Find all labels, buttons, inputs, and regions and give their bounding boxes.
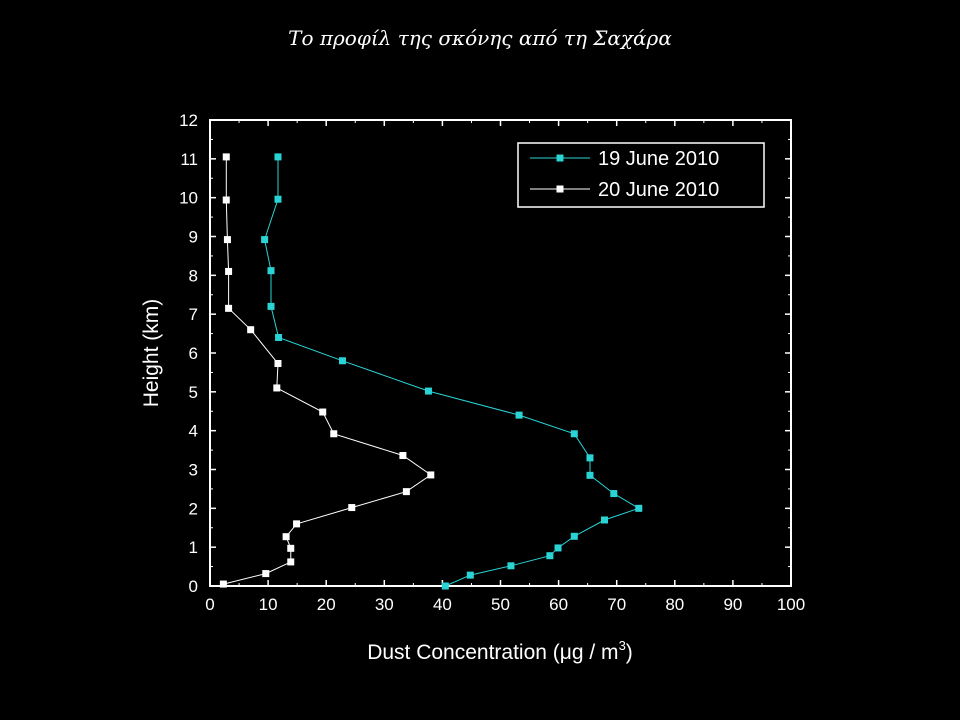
data-point	[600, 516, 608, 524]
x-tick-label: 30	[375, 595, 394, 614]
x-axis-title-superscript: 3	[619, 638, 626, 653]
data-point	[570, 430, 578, 438]
x-tick-label: 100	[777, 595, 805, 614]
y-axis-title: Height (km)	[140, 299, 163, 408]
data-point	[586, 471, 594, 479]
data-point	[546, 552, 554, 560]
y-tick-label: 9	[189, 228, 198, 247]
slide-title: Το προφίλ της σκόνης από τη Σαχάρα	[288, 26, 672, 50]
data-point	[219, 580, 227, 588]
data-point	[293, 520, 301, 528]
data-point	[275, 333, 283, 341]
data-point	[282, 533, 290, 541]
y-tick-label: 7	[189, 305, 198, 324]
y-tick-label: 5	[189, 383, 198, 402]
x-axis-title-main: Dust Concentration (μg / m	[367, 641, 618, 664]
series-layer	[219, 153, 643, 590]
x-axis-ticks: 0 10 20 30 40 50 60 70 80 90 100	[205, 120, 805, 614]
x-tick-label: 0	[205, 595, 214, 614]
legend-marker	[556, 154, 564, 162]
x-tick-label: 90	[723, 595, 742, 614]
data-point	[338, 357, 346, 365]
data-point	[222, 196, 230, 204]
y-tick-label: 2	[189, 499, 198, 518]
y-tick-label: 6	[189, 344, 198, 363]
data-point	[267, 267, 275, 275]
data-point	[635, 504, 643, 512]
data-point	[399, 452, 407, 460]
legend-marker	[556, 185, 564, 193]
series-line	[223, 156, 432, 585]
data-point	[274, 153, 282, 161]
x-axis-title: Dust Concentration (μg / m3)	[367, 638, 633, 664]
y-tick-label: 12	[179, 111, 198, 130]
x-tick-label: 10	[259, 595, 278, 614]
data-point	[262, 570, 270, 578]
data-point	[225, 267, 233, 275]
data-point	[586, 454, 594, 462]
data-point	[427, 471, 435, 479]
data-point	[287, 558, 295, 566]
x-tick-label: 50	[491, 595, 510, 614]
data-point	[267, 302, 275, 310]
data-point	[319, 408, 327, 416]
data-point	[223, 236, 231, 244]
data-point	[330, 430, 338, 438]
legend-label: 19 June 2010	[598, 148, 719, 170]
x-tick-label: 60	[549, 595, 568, 614]
legend-label: 20 June 2010	[598, 179, 719, 201]
data-point	[507, 562, 515, 570]
data-point	[225, 304, 233, 312]
legend-box	[517, 142, 765, 208]
y-tick-label: 3	[189, 461, 198, 480]
data-point	[247, 326, 255, 334]
x-tick-label: 70	[607, 595, 626, 614]
data-point	[610, 490, 618, 498]
x-tick-label: 40	[433, 595, 452, 614]
data-point	[554, 544, 562, 552]
data-point	[570, 532, 578, 540]
data-point	[515, 411, 523, 419]
series-2	[219, 153, 435, 588]
data-point	[441, 582, 449, 590]
y-tick-label: 10	[179, 189, 198, 208]
legend: 19 June 2010 20 June 2010	[517, 142, 765, 208]
y-tick-label: 4	[189, 422, 198, 441]
data-point	[222, 153, 230, 161]
data-point	[274, 359, 282, 367]
data-point	[287, 544, 295, 552]
data-point	[274, 195, 282, 203]
x-tick-label: 20	[317, 595, 336, 614]
data-point	[424, 387, 432, 395]
data-point	[273, 384, 281, 392]
data-point	[261, 236, 269, 244]
y-tick-label: 1	[189, 538, 198, 557]
data-point	[466, 571, 474, 579]
data-point	[402, 488, 410, 496]
x-tick-label: 80	[665, 595, 684, 614]
series-1	[261, 153, 643, 590]
x-axis-title-suffix: )	[626, 641, 633, 664]
y-tick-label: 11	[180, 150, 198, 169]
y-tick-label: 0	[189, 577, 198, 596]
data-point	[348, 504, 356, 512]
y-tick-label: 8	[189, 266, 198, 285]
series-line	[264, 156, 640, 587]
